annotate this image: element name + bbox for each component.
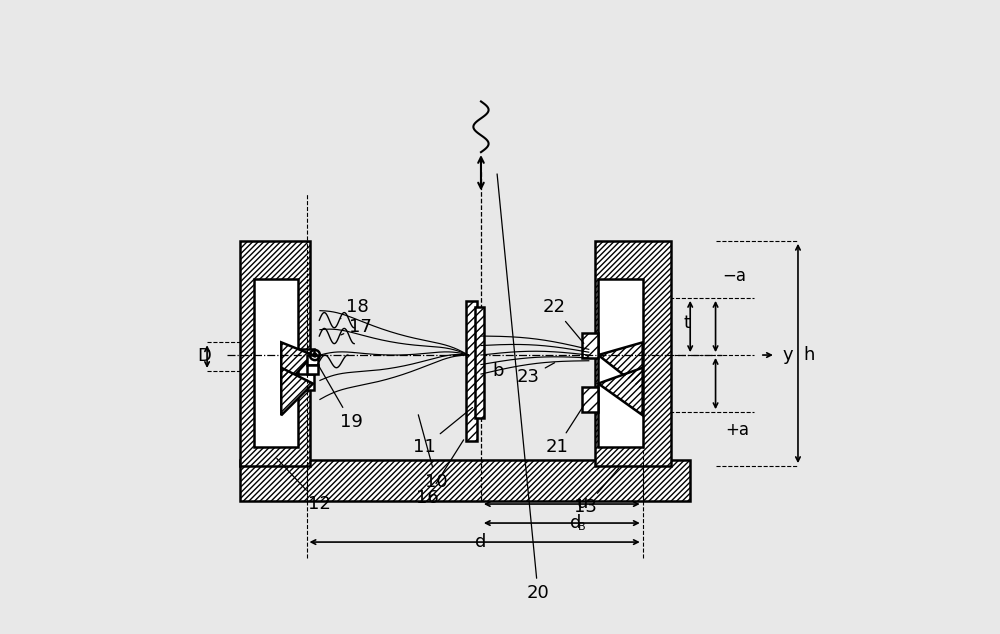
Text: 16: 16 [416, 440, 464, 507]
Text: 22: 22 [542, 299, 584, 344]
Circle shape [313, 353, 317, 357]
Bar [475, 307, 484, 418]
Text: t: t [684, 314, 691, 332]
Bar [466, 301, 477, 441]
Bar [582, 387, 598, 412]
Text: 12: 12 [277, 458, 331, 513]
Bar [582, 387, 598, 412]
Text: b: b [492, 362, 504, 380]
Bar [240, 460, 690, 501]
Bar [466, 301, 477, 441]
Text: 13: 13 [574, 468, 619, 516]
Text: 19: 19 [318, 364, 362, 430]
Text: h: h [803, 346, 814, 364]
Text: B: B [578, 522, 586, 533]
Bar [582, 333, 598, 358]
Bar [475, 307, 484, 418]
Text: d: d [570, 514, 581, 532]
Bar [598, 279, 643, 447]
Bar [298, 349, 314, 374]
Bar [582, 333, 598, 358]
Text: D: D [197, 347, 211, 365]
Polygon shape [281, 368, 313, 415]
Bar [254, 279, 298, 447]
Text: 20: 20 [497, 174, 549, 602]
Bar [240, 460, 690, 501]
Bar [595, 241, 671, 466]
Bar [298, 365, 314, 390]
Text: 21: 21 [546, 405, 584, 456]
Text: d: d [475, 533, 486, 551]
Text: 17: 17 [341, 318, 372, 335]
Bar [595, 241, 671, 466]
Bar [307, 365, 318, 374]
Text: −a: −a [723, 267, 747, 285]
Text: 10: 10 [418, 415, 448, 491]
Text: 18: 18 [341, 299, 369, 319]
Text: 23: 23 [517, 363, 555, 386]
Text: 11: 11 [413, 408, 472, 456]
Bar [240, 241, 310, 466]
Text: +a: +a [725, 421, 749, 439]
Polygon shape [598, 342, 643, 390]
Polygon shape [598, 368, 643, 415]
Text: y: y [782, 346, 793, 364]
Text: u: u [576, 494, 587, 512]
Bar [307, 355, 318, 365]
Bar [240, 241, 310, 466]
Polygon shape [281, 342, 313, 390]
